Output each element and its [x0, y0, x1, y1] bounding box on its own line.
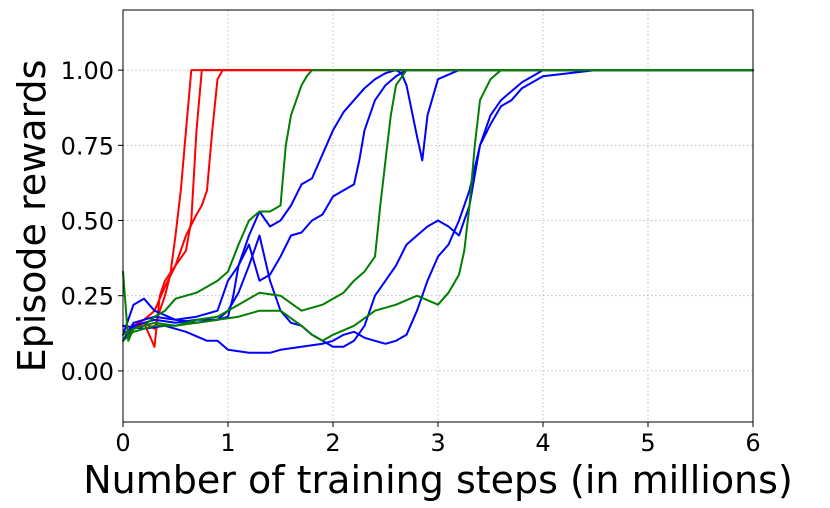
x-tick-label: 0 [115, 429, 130, 457]
y-tick-label: 1.00 [61, 57, 114, 85]
series-line-9 [122, 69, 754, 336]
x-axis-title: Number of training steps (in millions) [83, 458, 793, 502]
y-tick-label: 0.00 [61, 358, 114, 386]
x-tick-label: 1 [220, 429, 235, 457]
x-tick-label: 6 [745, 429, 760, 457]
grid-lines [122, 10, 754, 422]
y-tick-label: 0.50 [61, 208, 114, 236]
x-tick-label: 2 [325, 429, 340, 457]
x-tick-label: 5 [640, 429, 655, 457]
plot-frame [122, 9, 754, 423]
series-line-7 [122, 69, 754, 354]
series-line-6 [122, 69, 754, 348]
series-line-8 [122, 69, 754, 342]
y-tick-label: 0.25 [61, 283, 114, 311]
x-tick-label: 4 [535, 429, 550, 457]
axis-ticks: 0 1 2 3 4 5 6 0.00 0.25 0.50 0.75 1.00 [61, 57, 761, 457]
series-line-4 [122, 69, 754, 336]
y-tick-label: 0.75 [61, 132, 114, 160]
y-axis-title: Episode rewards [10, 60, 54, 373]
series-lines [122, 69, 754, 354]
x-tick-label: 3 [430, 429, 445, 457]
series-line-10 [122, 69, 754, 342]
